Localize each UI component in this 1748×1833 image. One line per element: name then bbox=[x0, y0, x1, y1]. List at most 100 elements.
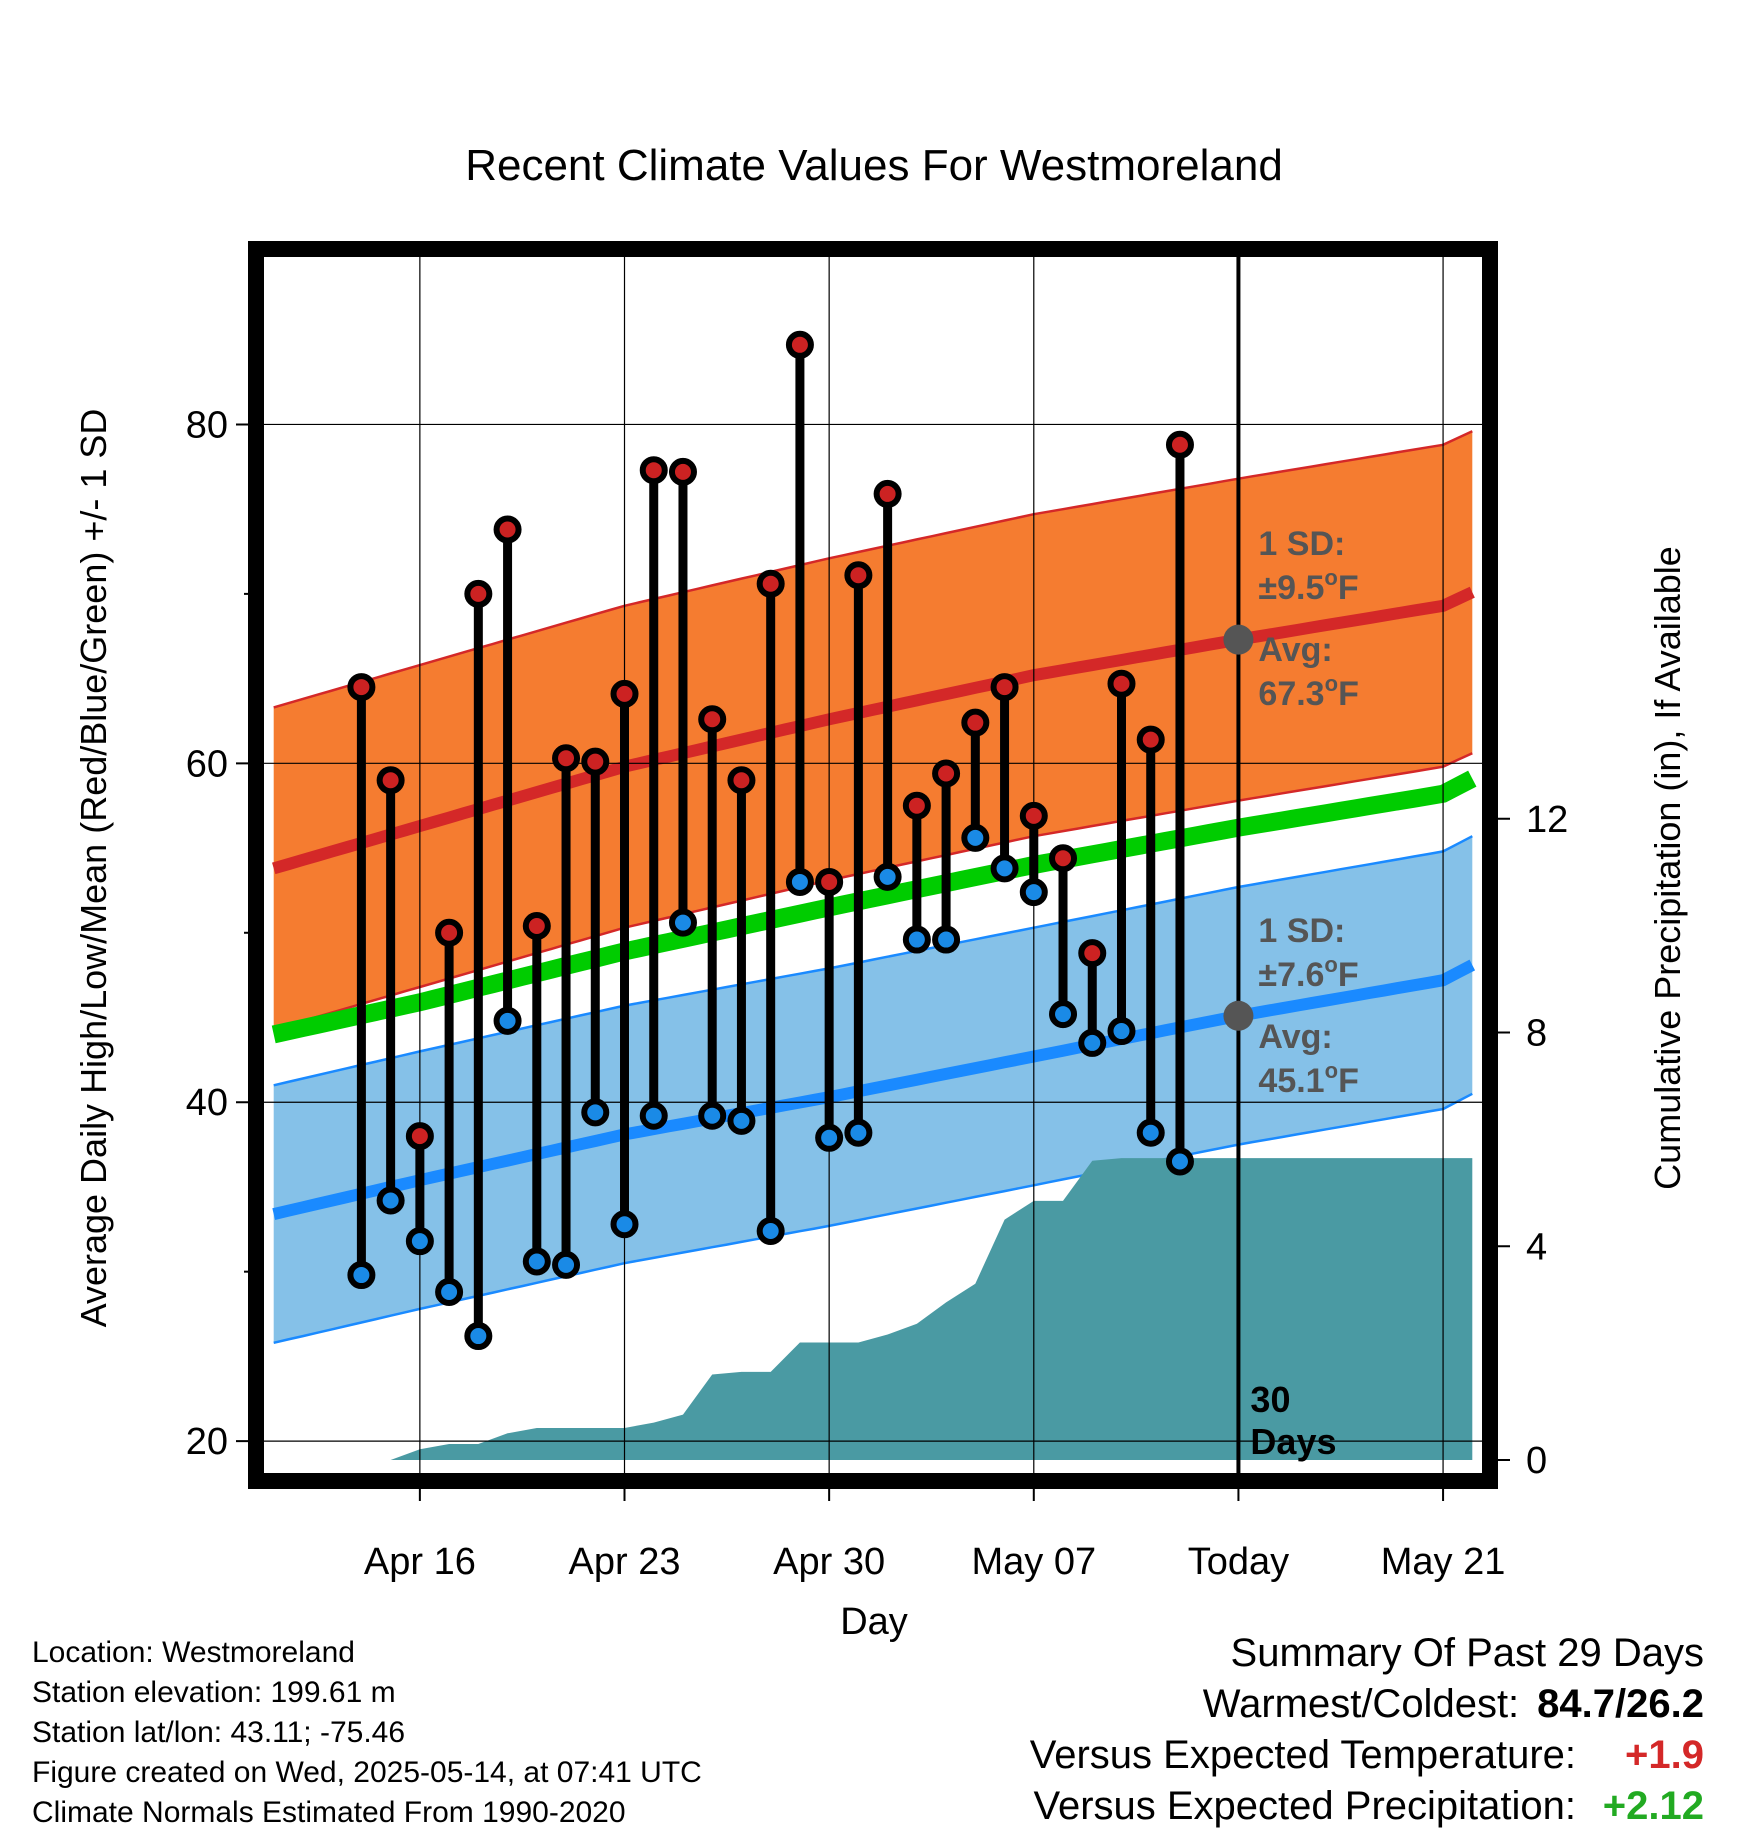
y2-tick-label: 4 bbox=[1526, 1226, 1547, 1268]
low-annotation-sd-value-degree: o bbox=[1324, 952, 1337, 977]
daily-low-dot bbox=[990, 854, 1019, 883]
high-annotation-avg-label: Avg: bbox=[1258, 631, 1332, 669]
summary-temp-row: Versus Expected Temperature: +1.9 bbox=[1030, 1730, 1704, 1781]
high-annotation-avg-label-text: Avg: bbox=[1258, 631, 1332, 669]
daily-low-dot bbox=[873, 862, 902, 891]
daily-low-dot bbox=[902, 925, 931, 954]
high-band-upper-edge bbox=[273, 430, 1473, 709]
daily-high-dot bbox=[1136, 725, 1165, 754]
y2-axis-label: Cumulative Precipitation (in), If Availa… bbox=[1647, 546, 1688, 1190]
daily-high-dot bbox=[610, 679, 639, 708]
summary-title: Summary Of Past 29 Days bbox=[1230, 1631, 1704, 1675]
low-annotation-sd-value-text: ±7.6 bbox=[1258, 956, 1324, 994]
today-days-label-line: 30 bbox=[1250, 1379, 1290, 1420]
daily-low-dot bbox=[464, 1322, 493, 1351]
daily-low-dot bbox=[1165, 1147, 1194, 1176]
summary-temp-label: Versus Expected Temperature: bbox=[1029, 1733, 1576, 1777]
daily-low-dot bbox=[347, 1261, 376, 1290]
summary-warmest-row: Warmest/Coldest: 84.7/26.2 bbox=[1030, 1679, 1704, 1730]
y-axis-label: Average Daily High/Low/Mean (Red/Blue/Gr… bbox=[73, 409, 114, 1328]
y-tick-label: 40 bbox=[186, 1082, 228, 1124]
today-marker: 30 Days bbox=[1223, 255, 1336, 1475]
high-annotation-sd-value-text: ±9.5 bbox=[1258, 569, 1324, 607]
high-annotation-sd-value: ±9.5oF bbox=[1258, 565, 1358, 607]
daily-low-dot bbox=[552, 1250, 581, 1279]
high-annotation-avg-value: 67.3oF bbox=[1258, 671, 1358, 713]
low-annotation-sd-value: ±7.6oF bbox=[1258, 952, 1358, 994]
daily-high-dot bbox=[785, 330, 814, 359]
low-band-lower-edge bbox=[273, 1092, 1473, 1345]
daily-low-dot bbox=[668, 908, 697, 937]
x-tick-label: May 21 bbox=[1381, 1541, 1506, 1583]
summary-temp-value: +1.9 bbox=[1625, 1733, 1704, 1777]
daily-high-dot bbox=[1078, 939, 1107, 968]
daily-low-dot bbox=[581, 1098, 610, 1127]
daily-low-dot bbox=[844, 1118, 873, 1147]
y2-tick-label: 0 bbox=[1526, 1440, 1547, 1482]
precip-area bbox=[273, 1158, 1473, 1460]
y-tick-label: 20 bbox=[186, 1421, 228, 1463]
daily-high-dot bbox=[464, 579, 493, 608]
plot-border bbox=[248, 241, 1498, 1489]
summary-warmest-label: Warmest/Coldest: bbox=[1202, 1682, 1520, 1726]
daily-low-dot bbox=[610, 1210, 639, 1239]
low-average-line bbox=[272, 959, 1476, 1220]
high-sd-band bbox=[273, 431, 1473, 1030]
x-tick-label: Apr 16 bbox=[364, 1541, 476, 1583]
today-high-avg-dot bbox=[1223, 624, 1254, 655]
y2-tick-label: 8 bbox=[1526, 1013, 1547, 1055]
high-annotation-sd-label: 1 SD: bbox=[1258, 525, 1345, 563]
daily-low-dot bbox=[756, 1217, 785, 1245]
daily-high-dot bbox=[932, 759, 961, 788]
high-annotation-sd-value-unit: F bbox=[1338, 569, 1359, 607]
daily-low-dot bbox=[522, 1247, 551, 1276]
low-annotation-sd-label-text: 1 SD: bbox=[1258, 912, 1345, 950]
mean-normal-line bbox=[271, 770, 1477, 1044]
summary-precip-row: Versus Expected Precipitation: +2.12 bbox=[1030, 1781, 1704, 1832]
daily-high-dot bbox=[435, 918, 464, 947]
daily-low-dot bbox=[1078, 1028, 1107, 1057]
daily-high-dot bbox=[347, 673, 376, 702]
daily-low-dot bbox=[815, 1123, 844, 1152]
summary-precip-value: +2.12 bbox=[1602, 1784, 1704, 1828]
daily-range-bars bbox=[347, 330, 1194, 1351]
daily-low-dot bbox=[639, 1101, 668, 1130]
daily-low-dot bbox=[435, 1278, 464, 1306]
low-annotation-avg-value-text: 45.1 bbox=[1258, 1062, 1324, 1100]
today-days-label-line: Days bbox=[1250, 1421, 1336, 1462]
today-low-avg-dot bbox=[1223, 1000, 1254, 1031]
high-annotation-avg-value-text: 67.3 bbox=[1258, 675, 1324, 713]
high-average-line bbox=[272, 586, 1475, 875]
info-latlon: Station lat/lon: 43.11; -75.46 bbox=[32, 1716, 406, 1749]
daily-low-dot bbox=[1049, 1000, 1078, 1029]
info-location: Location: Westmoreland bbox=[32, 1636, 355, 1669]
daily-high-dot bbox=[376, 766, 405, 795]
x-tick-label: Apr 30 bbox=[773, 1541, 885, 1583]
low-band-upper-edge bbox=[273, 835, 1473, 1087]
low-annotation-avg-value-unit: F bbox=[1338, 1062, 1359, 1100]
daily-high-dot bbox=[552, 744, 581, 773]
daily-high-dot bbox=[639, 456, 668, 485]
x-tick-label: Apr 23 bbox=[569, 1541, 681, 1583]
high-annotation-avg-value-degree: o bbox=[1325, 671, 1338, 696]
x-tick-label: Today bbox=[1188, 1541, 1289, 1583]
daily-low-dot bbox=[1019, 878, 1048, 907]
daily-high-dot bbox=[405, 1122, 434, 1151]
daily-low-dot bbox=[405, 1227, 434, 1256]
daily-high-dot bbox=[668, 457, 697, 486]
info-normals: Climate Normals Estimated From 1990-2020 bbox=[32, 1796, 626, 1829]
x-tick-label: May 07 bbox=[971, 1541, 1096, 1583]
low-annotation-sd-label: 1 SD: bbox=[1258, 912, 1345, 950]
station-info: Location: Westmoreland Station elevation… bbox=[32, 1633, 702, 1833]
chart-title: Recent Climate Values For Westmoreland bbox=[465, 141, 1283, 190]
daily-low-dot bbox=[1107, 1017, 1136, 1046]
low-annotation-sd-value-unit: F bbox=[1338, 956, 1359, 994]
daily-high-dot bbox=[756, 569, 785, 598]
daily-low-dot bbox=[932, 925, 961, 954]
y2-tick-label: 12 bbox=[1526, 799, 1568, 841]
daily-high-dot bbox=[698, 705, 727, 734]
low-annotation-avg-label: Avg: bbox=[1258, 1018, 1332, 1056]
summary-panel: Summary Of Past 29 Days Warmest/Coldest:… bbox=[1030, 1628, 1704, 1832]
daily-low-dot bbox=[1136, 1118, 1165, 1147]
